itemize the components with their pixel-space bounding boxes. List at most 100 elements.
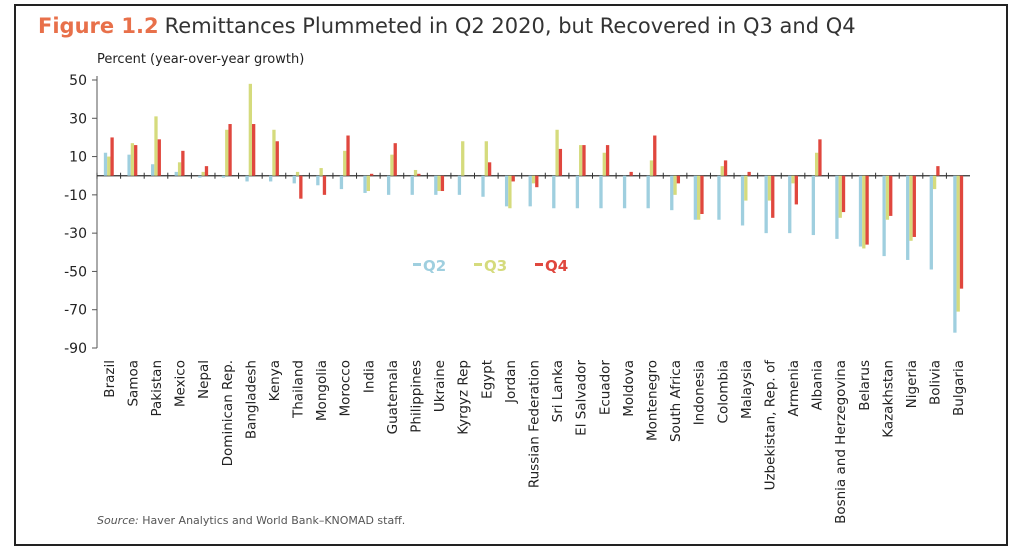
- bar-q2: [764, 175, 768, 234]
- bar-q2: [386, 175, 391, 195]
- bar-q3: [272, 129, 276, 176]
- legend-label-q4: Q4: [545, 257, 568, 275]
- bar-q4: [417, 173, 421, 176]
- legend-swatch-q4: [535, 263, 543, 266]
- bar-q2: [316, 175, 320, 186]
- bar-q4: [487, 162, 492, 176]
- bar-q2: [953, 175, 957, 333]
- bar-q2: [906, 175, 910, 260]
- bar-q3: [673, 175, 677, 195]
- bar-q4: [605, 145, 610, 176]
- bar-q2: [457, 175, 462, 195]
- x-tick-label: Moldova: [621, 360, 637, 417]
- bar-q4: [723, 160, 728, 176]
- x-tick-label: Indonesia: [692, 360, 708, 425]
- bar-q3: [767, 175, 772, 201]
- bar-q2: [599, 175, 603, 209]
- bar-q4: [582, 145, 586, 176]
- bar-q4: [511, 175, 515, 182]
- legend-swatch-q2: [413, 263, 421, 266]
- x-tick-label: India: [361, 360, 377, 393]
- bar-q4: [369, 173, 374, 176]
- bar-q3: [956, 175, 960, 312]
- bar-q2: [363, 175, 367, 193]
- bar-q3: [649, 160, 654, 176]
- x-tick-label: Kenya: [267, 360, 283, 401]
- bar-q3: [697, 175, 701, 220]
- bar-q2: [198, 175, 202, 178]
- x-tick-label: Brazil: [102, 360, 118, 398]
- figure-frame: [14, 4, 1008, 546]
- x-tick-label: Ukraine: [432, 360, 448, 412]
- x-tick-label: Samoa: [125, 360, 141, 407]
- bar-q2: [835, 175, 839, 239]
- bar-q2: [221, 175, 226, 178]
- bar-q4: [228, 124, 232, 176]
- bar-q2: [575, 175, 580, 209]
- x-tick-label: Ecuador: [597, 360, 613, 416]
- x-tick-label: El Salvador: [574, 360, 590, 436]
- bar-q3: [390, 154, 394, 176]
- x-tick-label: Uzbekistan, Rep. of: [762, 359, 778, 491]
- bar-q4: [794, 175, 798, 205]
- legend-label-q3: Q3: [484, 257, 507, 275]
- bar-q4: [181, 150, 185, 176]
- bar-q4: [110, 137, 114, 176]
- bar-q4: [771, 175, 775, 218]
- bar-q3: [579, 145, 583, 176]
- bar-q4: [157, 139, 161, 176]
- figure-label: Figure 1.2: [38, 14, 159, 38]
- y-tick-label: -70: [64, 303, 87, 319]
- bar-q4: [204, 166, 209, 176]
- source-label: Source:: [97, 514, 139, 527]
- x-tick-label: Colombia: [715, 360, 731, 423]
- bar-q3: [791, 175, 795, 184]
- bar-q4: [275, 141, 279, 176]
- bar-q4: [252, 124, 256, 176]
- bar-q3: [555, 129, 559, 176]
- bar-q4: [818, 139, 822, 176]
- bar-q2: [269, 175, 273, 182]
- bar-q2: [552, 175, 556, 209]
- figure-title-text: Remittances Plummeted in Q2 2020, but Re…: [164, 14, 856, 38]
- bar-q4: [653, 135, 657, 176]
- source-note: Source: Haver Analytics and World Bank–K…: [97, 514, 405, 527]
- bar-q3: [343, 150, 347, 176]
- bar-q4: [440, 175, 445, 192]
- bar-q3: [177, 162, 182, 176]
- bar-q4: [865, 175, 869, 245]
- y-tick-label: -90: [64, 341, 87, 357]
- bar-q2: [481, 175, 485, 197]
- bar-q4: [322, 175, 327, 195]
- x-tick-label: Egypt: [479, 360, 495, 399]
- x-tick-label: Mexico: [173, 360, 189, 407]
- bar-q2: [882, 175, 886, 257]
- bar-q4: [134, 145, 138, 176]
- bar-q4: [889, 175, 893, 216]
- y-tick-label: -50: [64, 264, 87, 280]
- bar-q4: [912, 175, 916, 237]
- x-tick-label: Kazakhstan: [880, 360, 896, 438]
- x-tick-label: Guatemala: [385, 360, 401, 434]
- bar-q3: [319, 168, 323, 176]
- bar-q2: [740, 175, 745, 226]
- x-tick-label: Pakistan: [149, 360, 165, 417]
- x-tick-label: Belarus: [857, 360, 873, 411]
- x-tick-label: Thailand: [291, 360, 307, 419]
- x-tick-label: South Africa: [668, 360, 684, 442]
- x-tick-label: Montenegro: [644, 360, 660, 441]
- x-tick-label: Philippines: [409, 360, 425, 433]
- bar-q4: [629, 171, 633, 176]
- x-tick-label: Morocco: [338, 360, 354, 417]
- x-tick-label: Russian Federation: [527, 360, 543, 488]
- bar-q2: [339, 175, 344, 190]
- bar-q2: [151, 164, 155, 176]
- bar-q3: [461, 141, 465, 176]
- x-tick-label: Dominican Rep.: [220, 360, 236, 466]
- bar-q3: [201, 171, 205, 176]
- bar-q3: [932, 175, 937, 190]
- bar-q2: [504, 175, 509, 207]
- y-tick-label: 10: [69, 150, 87, 166]
- bar-q4: [299, 175, 303, 199]
